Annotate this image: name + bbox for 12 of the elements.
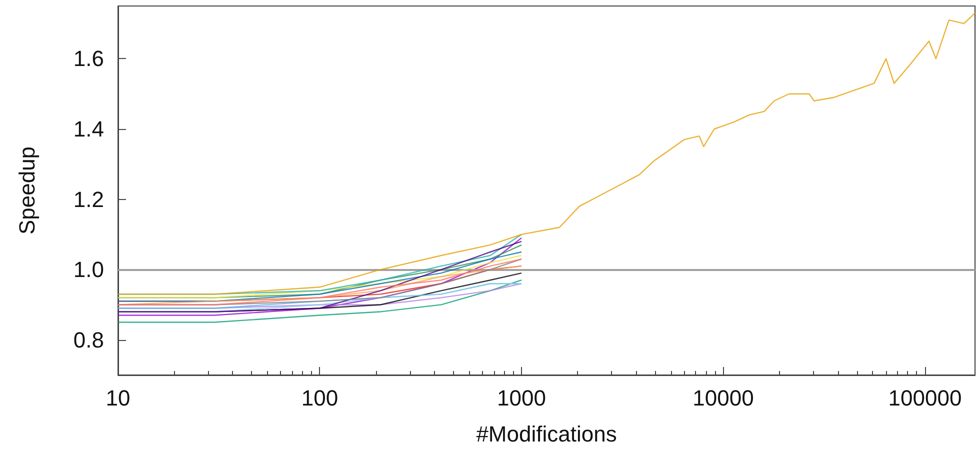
y-tick-label: 1.0 [73,257,104,282]
x-tick-label: 10 [106,386,130,410]
y-tick-label: 1.2 [73,186,104,212]
y-tick-label: 0.8 [73,327,104,352]
x-tick-label: 10000 [692,386,754,410]
x-tick-label: 1000 [497,386,546,410]
x-tick-label: 100000 [888,386,962,410]
y-tick-label: 1.4 [73,116,104,142]
y-tick-label: 1.6 [73,46,104,72]
x-tick-label: 100 [301,386,338,410]
y-axis-title: Speedup [14,146,40,235]
x-axis-title: #Modifications [476,422,617,446]
